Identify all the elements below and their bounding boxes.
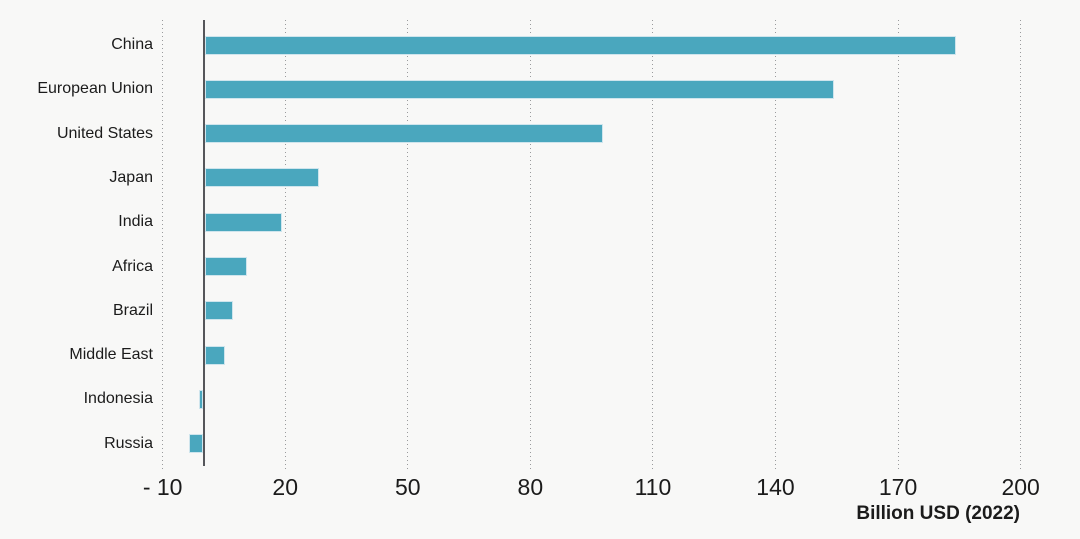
x-tick-label-80: 80 <box>517 474 544 500</box>
x-tick-label-140: 140 <box>756 474 795 500</box>
x-tick-label-50: 50 <box>394 474 421 500</box>
category-label-middle-east: Middle East <box>69 346 153 364</box>
gridline-x-80 <box>529 20 531 469</box>
x-tick-label-110: 110 <box>634 474 672 500</box>
x-tick-label-20: 20 <box>272 474 298 500</box>
gridline-x-20 <box>284 20 286 469</box>
bar-united-states <box>204 124 603 144</box>
bar-indonesia <box>199 389 204 409</box>
gridline-x-110 <box>652 20 654 469</box>
bar-china <box>204 35 957 55</box>
category-label-india: India <box>118 213 153 231</box>
gridline-x--10 <box>162 20 164 469</box>
gridline-x-200 <box>1020 20 1022 469</box>
category-label-africa: Africa <box>112 257 153 275</box>
bar-european-union <box>204 79 834 99</box>
x-axis-title: Billion USD (2022) <box>856 503 1020 524</box>
zero-axis-line <box>203 20 205 466</box>
category-label-united-states: United States <box>56 124 153 142</box>
bar-india <box>204 212 283 232</box>
bar-russia <box>189 434 204 454</box>
category-label-european-union: European Union <box>37 80 153 98</box>
bar-japan <box>204 168 319 188</box>
category-label-brazil: Brazil <box>112 301 153 319</box>
category-label-japan: Japan <box>109 168 153 186</box>
category-label-russia: Russia <box>104 434 153 452</box>
x-tick-label-200: 200 <box>1001 474 1040 500</box>
gridline-x-50 <box>407 20 409 469</box>
x-tick-label-170: 170 <box>878 474 918 500</box>
gridline-x-170 <box>897 20 899 469</box>
bar-brazil <box>204 301 234 321</box>
bar-middle-east <box>204 345 225 365</box>
gridline-x-140 <box>774 20 776 469</box>
category-label-indonesia: Indonesia <box>83 390 153 408</box>
x-tick-label--10: - 10 <box>142 474 183 500</box>
bar-africa <box>204 257 248 276</box>
category-label-china: China <box>111 36 153 53</box>
